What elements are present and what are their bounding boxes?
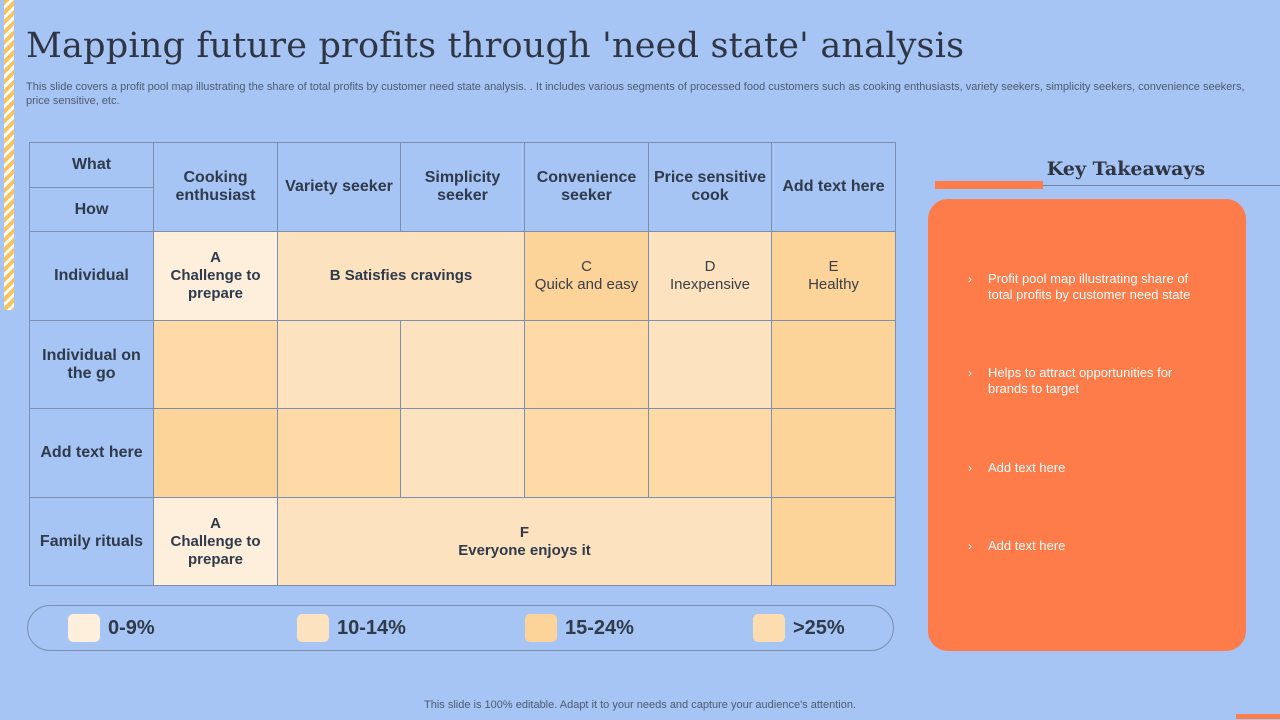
key-takeaways-panel: › Profit pool map illustrating share of … <box>928 199 1246 651</box>
table-cell <box>153 320 278 409</box>
cell-text: Quick and easy <box>534 276 639 293</box>
table-cell <box>771 408 896 498</box>
page-title: Mapping future profits through 'need sta… <box>26 26 965 66</box>
cell-letter: F <box>519 523 530 541</box>
cell-letter: C <box>581 258 592 275</box>
legend-label: >25% <box>793 616 845 639</box>
corner-what: What <box>29 142 154 188</box>
takeaway-text: Helps to attract opportunities for brand… <box>988 365 1173 396</box>
legend-item: 15-24% <box>525 614 634 642</box>
legend-label: 10-14% <box>337 616 406 639</box>
table-cell <box>277 320 401 409</box>
table-cell <box>771 320 896 409</box>
footer-note: This slide is 100% editable. Adapt it to… <box>424 699 856 711</box>
legend-swatch <box>525 614 557 642</box>
table-cell <box>648 408 772 498</box>
cell-e: E Healthy <box>771 231 896 321</box>
row-header: Individual <box>29 231 154 321</box>
chevron-right-icon: › <box>968 539 972 553</box>
row-header: Add text here <box>29 408 154 498</box>
legend: 0-9% 10-14% 15-24% >25% <box>27 605 894 651</box>
decorative-stripe <box>4 0 14 310</box>
takeaway-item: › Add text here <box>968 538 1208 554</box>
accent-bar <box>935 181 1043 189</box>
takeaway-item: › Add text here <box>968 460 1208 476</box>
takeaway-item: › Profit pool map illustrating share of … <box>968 271 1208 303</box>
legend-item: 0-9% <box>68 614 155 642</box>
table-cell <box>524 408 649 498</box>
column-header: Add text here <box>771 142 896 232</box>
cell-letter: E <box>828 258 839 275</box>
cell-text: Everyone enjoys it <box>458 541 591 559</box>
cell-letter: A <box>210 249 221 266</box>
cell-letter: D <box>704 258 716 275</box>
key-takeaways-title: Key Takeaways <box>1046 158 1206 180</box>
divider <box>1043 185 1280 186</box>
column-header: Simplicity seeker <box>400 142 525 232</box>
legend-item: 10-14% <box>297 614 406 642</box>
corner-how: How <box>29 187 154 232</box>
page-subtitle: This slide covers a profit pool map illu… <box>26 81 1245 107</box>
cell-text: Inexpensive <box>669 276 751 293</box>
table-cell <box>153 408 278 498</box>
cell-text: Challenge to prepare <box>170 532 261 568</box>
table-cell <box>400 320 525 409</box>
cell-d: D Inexpensive <box>648 231 772 321</box>
takeaway-text: Add text here <box>988 538 1066 553</box>
profit-pool-table: What Cooking enthusiast Variety seeker S… <box>29 142 896 586</box>
column-header: Variety seeker <box>277 142 401 232</box>
cell-text: Healthy <box>808 276 859 293</box>
cell-f: F Everyone enjoys it <box>277 497 772 586</box>
table-cell <box>524 320 649 409</box>
cell-b: B Satisfies cravings <box>277 231 525 321</box>
cell-a: A Challenge to prepare <box>153 231 278 321</box>
cell-letter: A <box>210 514 221 532</box>
legend-swatch <box>297 614 329 642</box>
column-header: Convenience seeker <box>524 142 649 232</box>
legend-swatch <box>753 614 785 642</box>
takeaway-item: › Helps to attract opportunities for bra… <box>968 365 1208 397</box>
takeaway-text: Profit pool map illustrating share of to… <box>988 271 1191 302</box>
table-cell <box>277 408 401 498</box>
legend-swatch <box>68 614 100 642</box>
legend-label: 0-9% <box>108 616 155 639</box>
column-header: Price sensitive cook <box>648 142 772 232</box>
cell-text: Challenge to prepare <box>170 267 261 302</box>
chevron-right-icon: › <box>968 272 972 286</box>
table-cell <box>771 497 896 586</box>
chevron-right-icon: › <box>968 461 972 475</box>
chevron-right-icon: › <box>968 366 972 380</box>
cell-a: A Challenge to prepare <box>153 497 278 586</box>
takeaway-text: Add text here <box>988 460 1066 475</box>
row-header: Individual on the go <box>29 320 154 409</box>
legend-label: 15-24% <box>565 616 634 639</box>
row-header: Family rituals <box>29 497 154 586</box>
cell-c: C Quick and easy <box>524 231 649 321</box>
table-cell <box>400 408 525 498</box>
legend-item: >25% <box>753 614 845 642</box>
cell-text: B Satisfies cravings <box>329 267 473 284</box>
table-cell <box>648 320 772 409</box>
corner-accent <box>1236 714 1280 719</box>
column-header: Cooking enthusiast <box>153 142 278 232</box>
